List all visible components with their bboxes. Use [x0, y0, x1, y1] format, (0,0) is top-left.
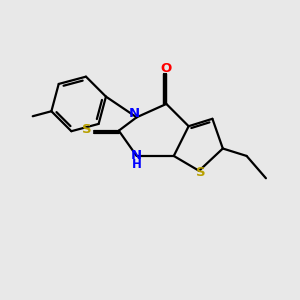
Text: O: O	[161, 62, 172, 75]
Text: N: N	[131, 149, 142, 162]
Text: N: N	[129, 107, 140, 120]
Text: S: S	[82, 123, 92, 136]
Text: H: H	[132, 158, 142, 171]
Text: S: S	[196, 166, 205, 179]
